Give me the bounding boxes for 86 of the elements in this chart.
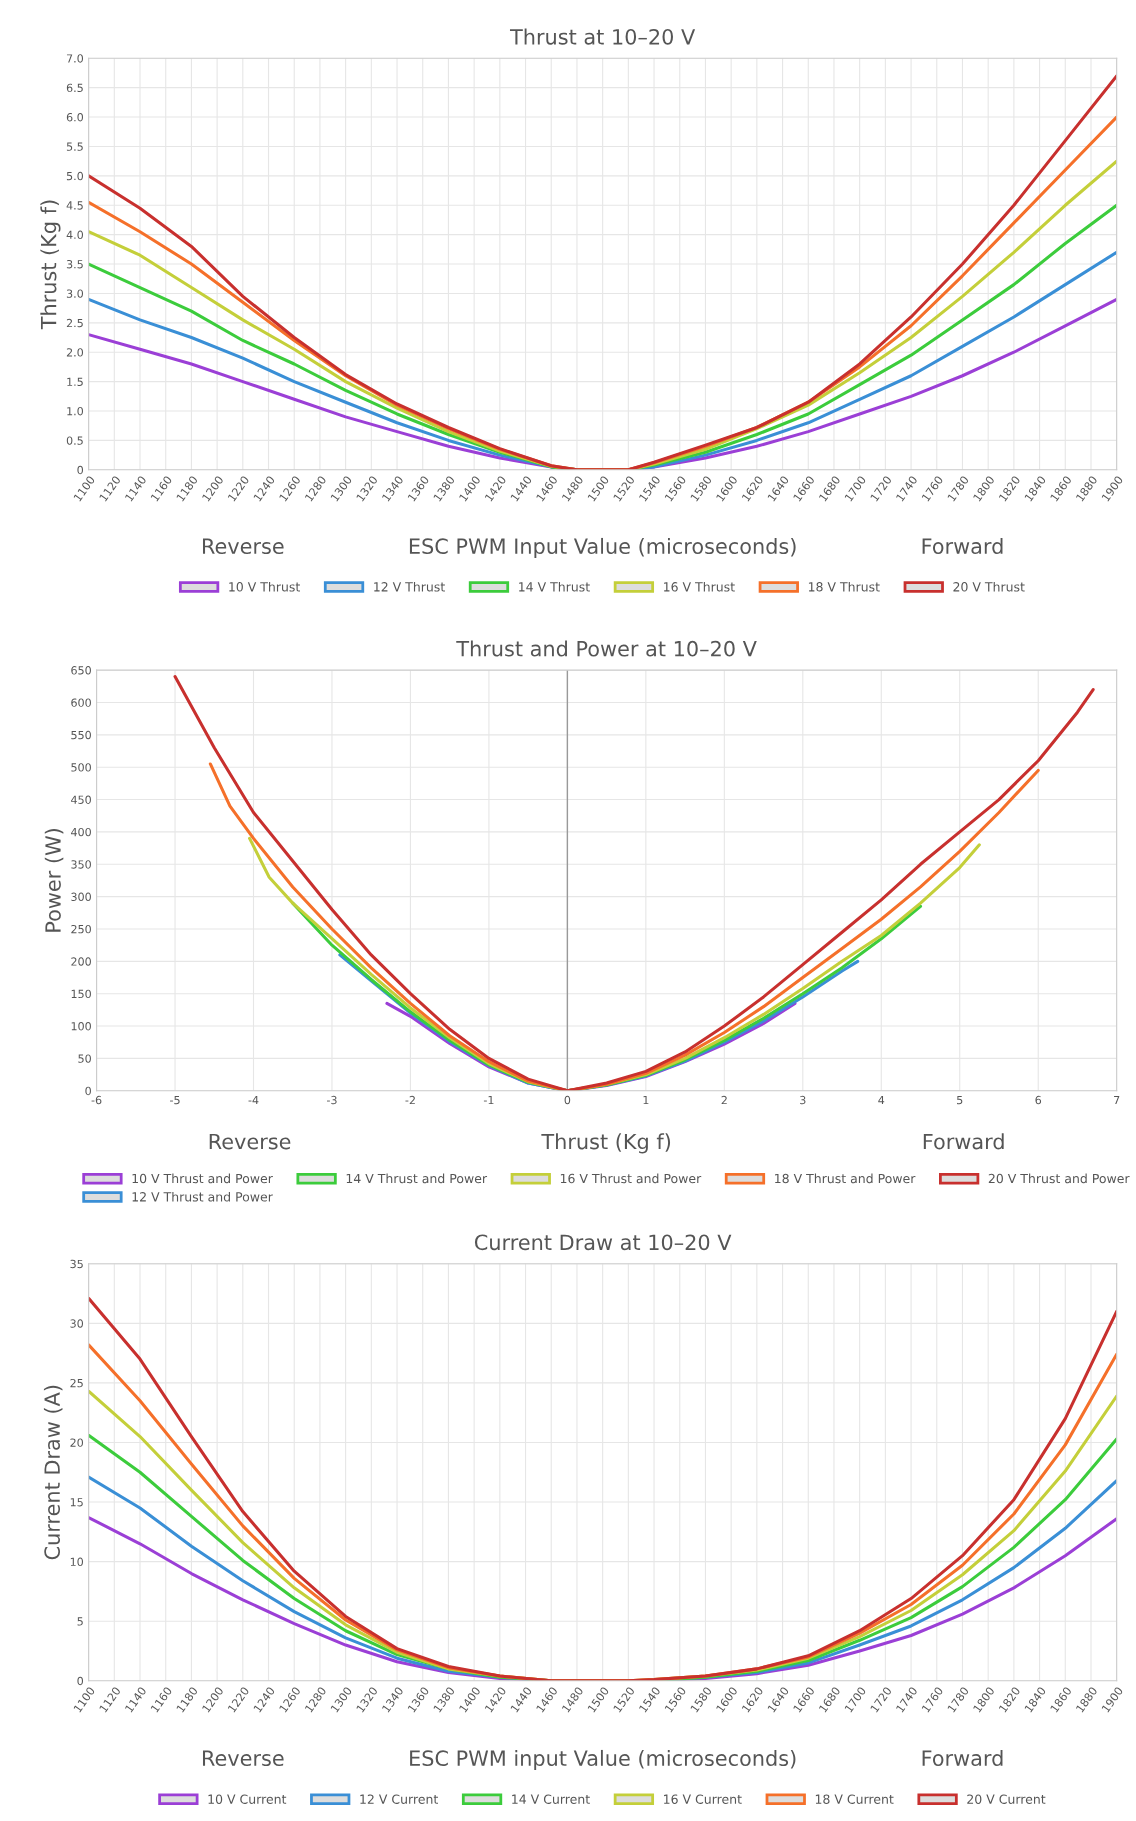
legend-label: 16 V Thrust and Power	[560, 1173, 702, 1184]
text: Forward	[922, 1749, 1003, 1767]
y-tick-label: 0.5	[66, 436, 83, 445]
x-tick-label: 0	[564, 1095, 571, 1105]
legend-label: 10 V Current	[208, 1794, 287, 1804]
y-tick-label: 2.5	[66, 318, 83, 328]
legend-label: 18 V Thrust and Power	[775, 1173, 916, 1184]
x-tick-label: -1	[483, 1095, 494, 1105]
y-axis-title: Current Draw (A)	[43, 1385, 63, 1560]
y-tick-label: 5	[77, 1617, 83, 1626]
legend-label: 16 V Thrust	[664, 581, 735, 592]
x-tick-label: 7	[1114, 1095, 1120, 1105]
y-tick-label: 15	[70, 1498, 83, 1507]
chart-title: Thrust and Power at 10–20 V	[456, 640, 757, 657]
x-tick-label: 4	[878, 1095, 885, 1105]
y-tick-label: 6.5	[66, 83, 83, 93]
y-tick-label: 600	[71, 698, 91, 707]
x-tick-label: 1	[643, 1095, 649, 1105]
y-tick-label: 7.0	[66, 54, 84, 63]
x-tick-label: 2	[721, 1095, 727, 1105]
legend-label: 10 V Thrust and Power	[132, 1173, 273, 1184]
y-tick-label: 0	[85, 1086, 91, 1096]
y-axis-title: Power (W)	[44, 829, 64, 932]
x-tick-label: -2	[405, 1095, 415, 1105]
y-tick-label: 25	[70, 1378, 83, 1388]
y-tick-label: 1.5	[67, 377, 83, 387]
y-tick-label: 550	[71, 730, 91, 740]
legend-label: 12 V Current	[360, 1794, 439, 1804]
x-tick-label: -3	[326, 1095, 337, 1105]
y-tick-label: 3.0	[66, 289, 84, 298]
x-axis-title: ESC PWM Input Value (microseconds)	[409, 537, 796, 559]
y-tick-label: 3.5	[66, 260, 83, 269]
y-tick-label: 2.0	[66, 348, 84, 357]
text: Reverse	[209, 1133, 291, 1150]
x-axis-title: Thrust (Kg f)	[541, 1133, 671, 1154]
y-tick-label: 450	[71, 795, 91, 804]
y-tick-label: 35	[70, 1259, 83, 1269]
legend-label: 14 V Thrust and Power	[346, 1173, 488, 1184]
text: Forward	[923, 1133, 1004, 1150]
text: Reverse	[202, 1750, 284, 1767]
legend-label: 14 V Thrust	[519, 581, 590, 592]
x-tick-label: -5	[170, 1095, 180, 1105]
line-series	[208, 762, 1040, 1091]
x-tick-label: -6	[91, 1095, 102, 1105]
legend-label: 14 V Current	[512, 1794, 590, 1804]
y-tick-label: 5.5	[66, 142, 83, 151]
legend-label: 18 V Current	[815, 1794, 894, 1804]
y-tick-label: 350	[71, 860, 91, 869]
legend-label: 18 V Thrust	[808, 581, 880, 592]
y-tick-label: 50	[78, 1054, 91, 1063]
y-tick-label: 5.0	[66, 171, 84, 181]
y-axis-title: Thrust (Kg f)	[40, 200, 61, 330]
text: Reverse	[202, 538, 284, 555]
y-tick-label: 0	[77, 1676, 84, 1686]
y-tick-label: 6.0	[66, 113, 84, 122]
line-series	[173, 675, 1095, 1091]
y-tick-label: 4.0	[66, 230, 84, 240]
legend-label: 10 V Thrust	[229, 581, 300, 592]
x-tick-label: -4	[248, 1095, 259, 1105]
y-tick-label: 0	[77, 465, 84, 475]
legend-label: 20 V Thrust and Power	[988, 1173, 1130, 1184]
legend-label: 20 V Current	[967, 1794, 1046, 1804]
chart-title: Current Draw at 10–20 V	[474, 1234, 732, 1251]
text: Forward	[922, 537, 1003, 555]
y-tick-label: 400	[71, 827, 91, 837]
x-tick-label: 6	[1035, 1095, 1042, 1105]
legend-label: 20 V Thrust	[953, 581, 1025, 592]
y-tick-label: 200	[71, 957, 91, 966]
y-tick-label: 300	[71, 892, 91, 902]
y-tick-label: 150	[71, 989, 91, 999]
x-tick-label: 5	[957, 1095, 963, 1105]
legend-label: 16 V Current	[664, 1794, 742, 1804]
y-tick-label: 100	[71, 1022, 91, 1031]
y-tick-label: 30	[70, 1319, 84, 1328]
chart-title: Thrust at 10–20 V	[509, 28, 696, 45]
y-tick-label: 500	[71, 763, 91, 772]
y-tick-label: 20	[70, 1438, 84, 1447]
y-tick-label: 10	[70, 1557, 84, 1567]
y-tick-label: 650	[71, 666, 91, 675]
y-tick-label: 4.5	[66, 201, 83, 210]
x-axis-title: ESC PWM input Value (microseconds)	[410, 1749, 796, 1771]
x-tick-label: 3	[800, 1095, 806, 1105]
y-tick-label: 250	[71, 924, 91, 934]
legend-label: 12 V Thrust	[374, 581, 445, 592]
y-tick-label: 1.0	[67, 407, 84, 416]
legend-label: 12 V Thrust and Power	[132, 1191, 273, 1202]
